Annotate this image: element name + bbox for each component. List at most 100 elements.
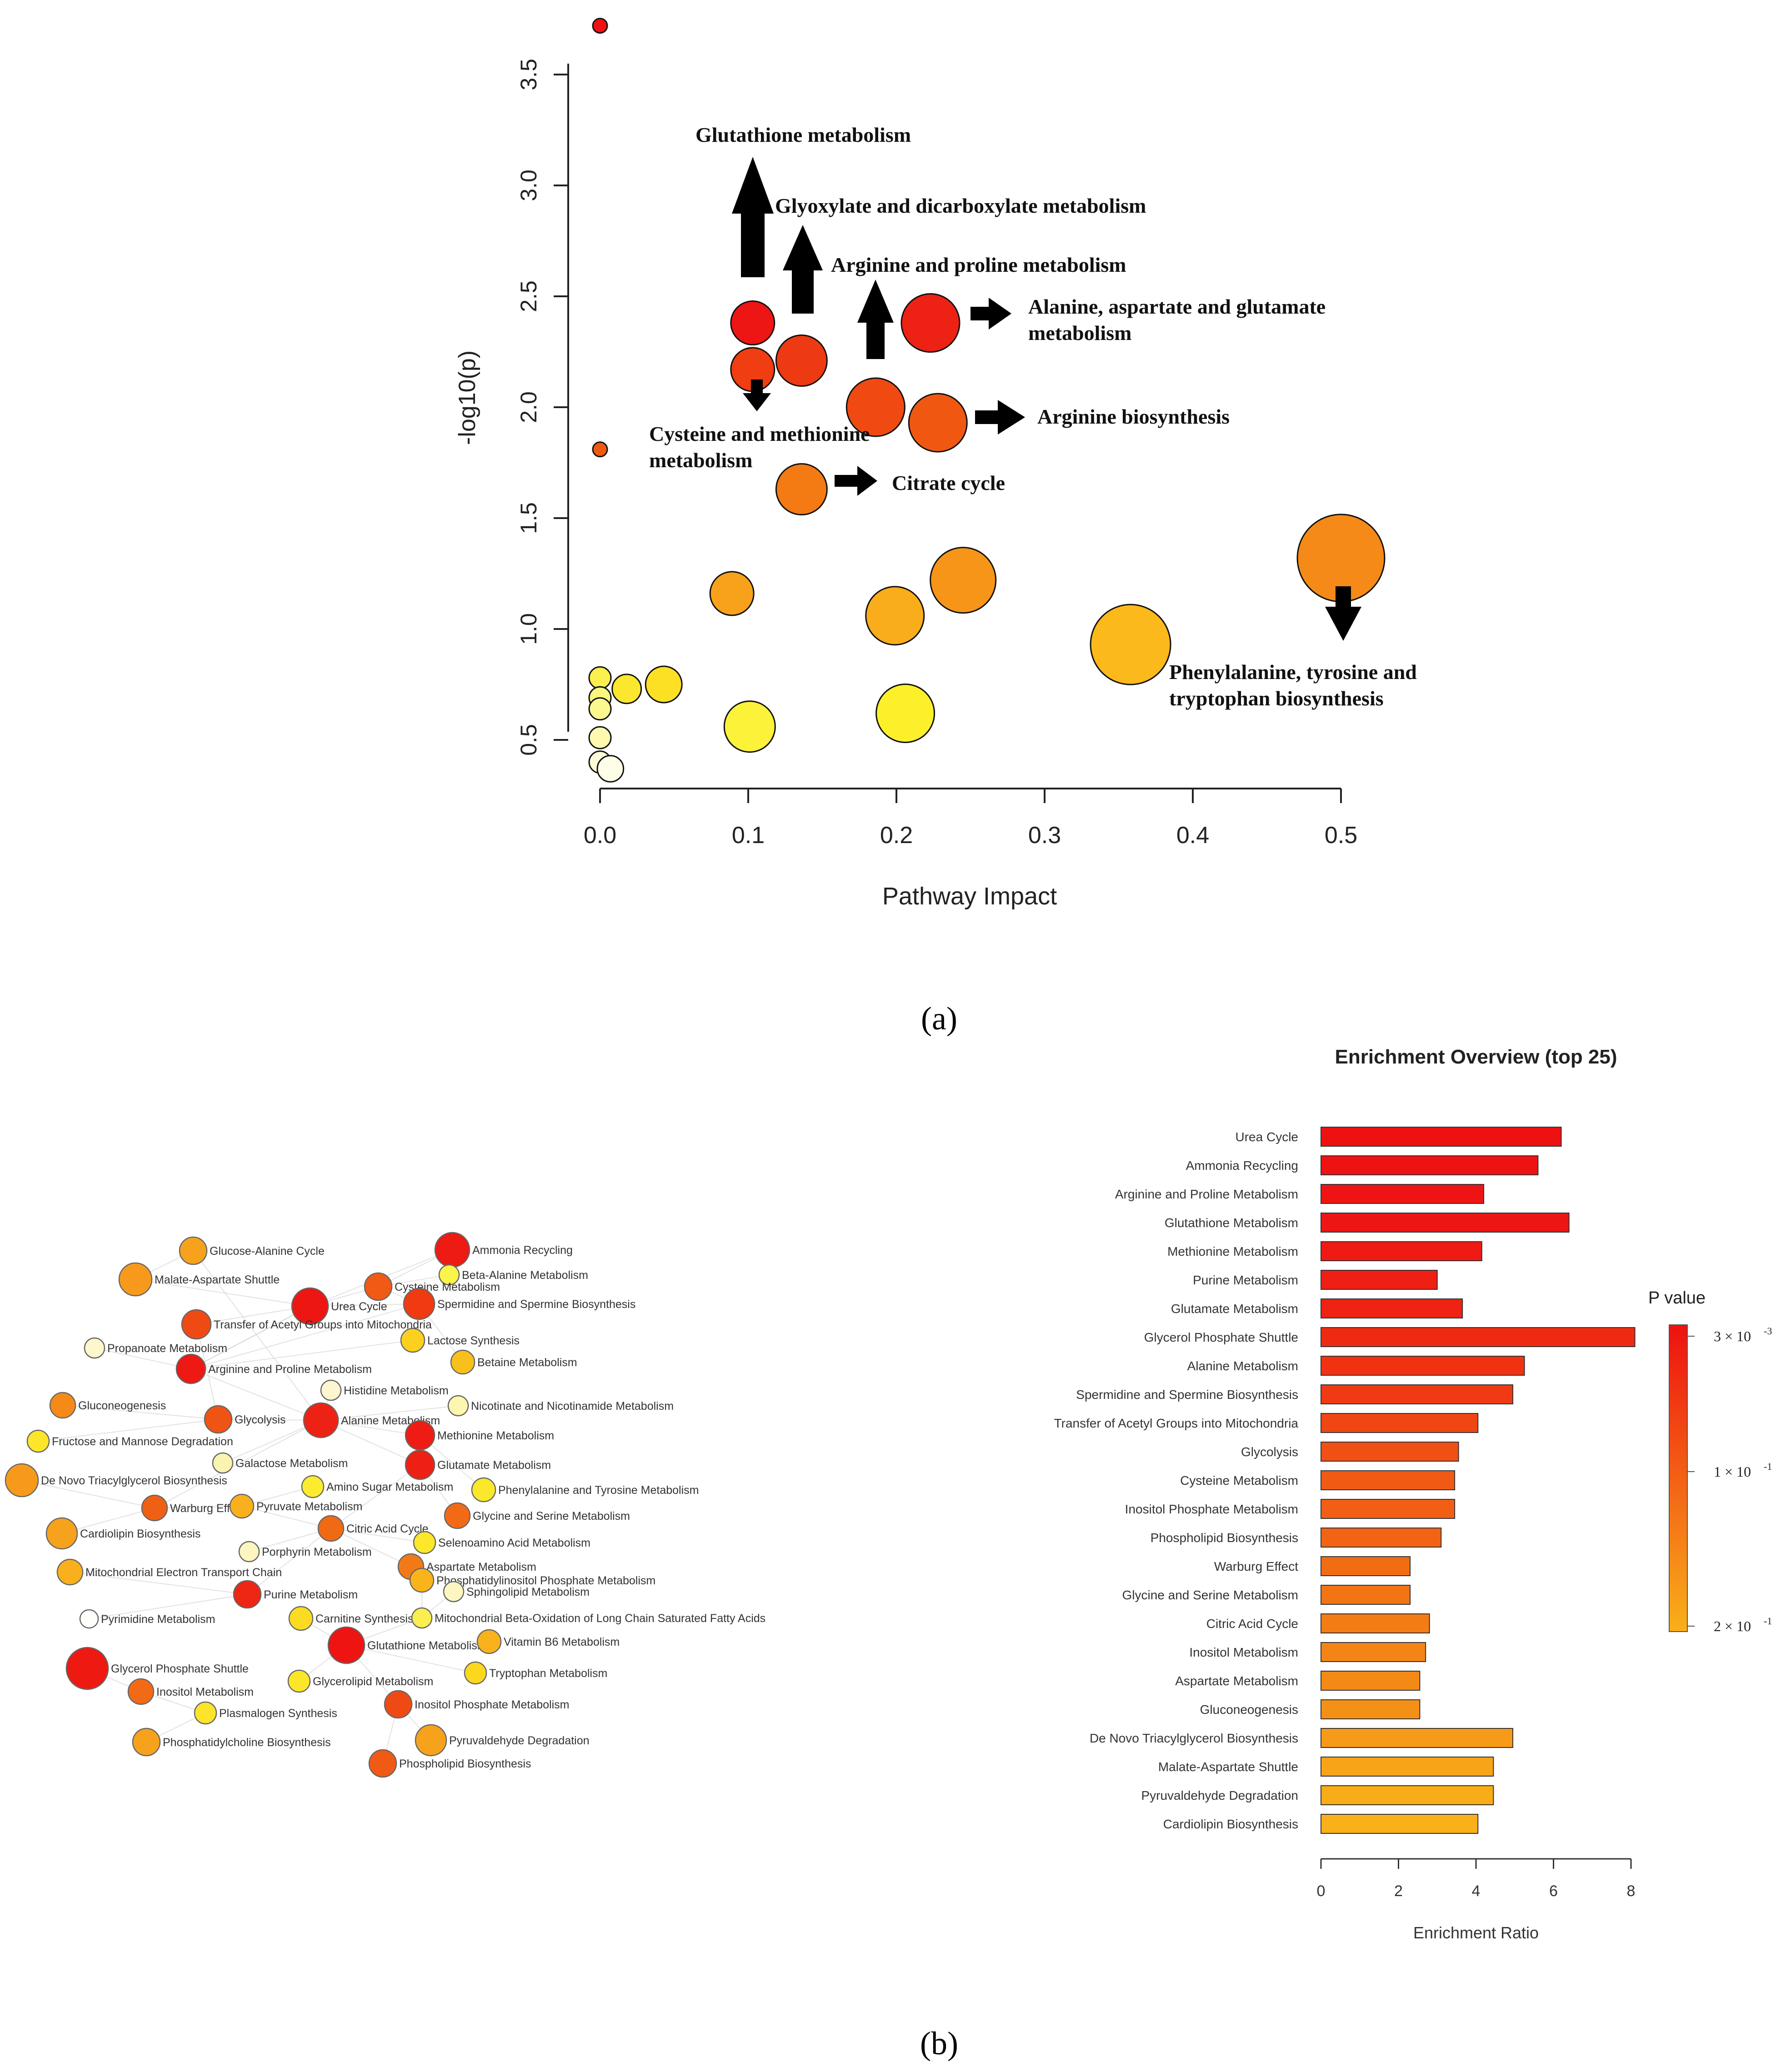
bar-chart-title: Enrichment Overview (top 25) bbox=[1335, 1046, 1617, 1068]
network-node: Carnitine Synthesis bbox=[288, 1606, 413, 1631]
network-node: Methionine Metabolism bbox=[405, 1420, 554, 1451]
pathway-annotations: Glutathione metabolism Glyoxylate and dic… bbox=[649, 123, 1417, 710]
network-node: Beta-Alanine Metabolism bbox=[438, 1264, 588, 1286]
network-edge bbox=[330, 1464, 420, 1529]
bar-category-label: Transfer of Acetyl Groups into Mitochond… bbox=[1054, 1416, 1299, 1430]
network-node: Galactose Metabolism bbox=[212, 1452, 348, 1474]
bar-category-label: Inositol Metabolism bbox=[1189, 1645, 1298, 1659]
network-node-label: Glucose-Alanine Cycle bbox=[210, 1245, 325, 1258]
axes-a bbox=[567, 64, 1341, 789]
network-node: Fructose and Mannose Degradation bbox=[26, 1429, 233, 1453]
arrow-right-alanine bbox=[971, 298, 1011, 330]
panel-b-network: Glucose-Alanine Cycle Ammonia Recycling Be… bbox=[5, 1232, 765, 1778]
network-node: Pyrimidine Metabolism bbox=[79, 1609, 215, 1629]
network-node-label: Beta-Alanine Metabolism bbox=[462, 1269, 588, 1282]
bars bbox=[1321, 1127, 1636, 1834]
network-edge bbox=[247, 1528, 331, 1595]
bar bbox=[1321, 1442, 1459, 1462]
network-node-circle bbox=[411, 1607, 433, 1629]
bar-x-tick-label: 4 bbox=[1472, 1882, 1481, 1900]
network-node-circle bbox=[303, 1402, 339, 1438]
network-edge bbox=[190, 1303, 420, 1369]
y-tick-label: 0.5 bbox=[516, 724, 541, 756]
scatter-point bbox=[588, 726, 612, 749]
arrow-up-glutathione bbox=[732, 157, 774, 277]
scatter-point bbox=[730, 300, 775, 346]
network-node-label: Histidine Metabolism bbox=[344, 1384, 449, 1397]
legend-tick-exponent: -3 bbox=[1764, 1325, 1772, 1337]
scatter-point bbox=[588, 697, 612, 721]
arrow-up-arginine-proline bbox=[857, 280, 894, 359]
network-node-label: Porphyrin Metabolism bbox=[262, 1546, 372, 1558]
network-node: Vitamin B6 Metabolism bbox=[476, 1629, 620, 1654]
network-edge bbox=[21, 1480, 155, 1508]
bar-category-label: Arginine and Proline Metabolism bbox=[1115, 1187, 1298, 1201]
network-node-label: Glutathione Metabolism bbox=[367, 1639, 487, 1652]
network-node-circle bbox=[132, 1727, 161, 1757]
network-node: Selenoamino Acid Metabolism bbox=[413, 1531, 590, 1554]
network-node-label: Inositol Phosphate Metabolism bbox=[415, 1698, 569, 1711]
panel-a-label: (a) bbox=[921, 1000, 957, 1037]
bar-category-label: Alanine Metabolism bbox=[1187, 1359, 1298, 1373]
bar-category-label: Pyruvaldehyde Degradation bbox=[1141, 1788, 1298, 1802]
scatter-point bbox=[875, 683, 936, 743]
network-node: Plasmalogen Synthesis bbox=[194, 1701, 337, 1725]
network-node-circle bbox=[127, 1678, 155, 1705]
network-edge bbox=[320, 1420, 420, 1465]
scatter-point bbox=[930, 547, 997, 614]
scatter-point bbox=[775, 463, 828, 516]
x-tick-label: 0.1 bbox=[732, 822, 765, 849]
network-node-label: Purine Metabolism bbox=[264, 1588, 358, 1601]
network-node: Histidine Metabolism bbox=[320, 1379, 449, 1401]
legend-ticks: 3 × 10 -3 1 × 10 -1 2 × 10 -1 bbox=[1687, 1325, 1772, 1634]
bar bbox=[1321, 1671, 1421, 1691]
network-node-circle bbox=[364, 1272, 393, 1301]
bar-category-label: Gluconeogenesis bbox=[1200, 1703, 1298, 1717]
network-node-circle bbox=[287, 1669, 311, 1693]
network-edge bbox=[62, 1405, 219, 1420]
bar bbox=[1321, 1728, 1513, 1748]
scatter-point bbox=[845, 377, 906, 437]
network-node: Urea Cycle bbox=[291, 1287, 387, 1325]
scatter-point bbox=[1090, 604, 1171, 685]
network-node: Glycerolipid Metabolism bbox=[287, 1669, 433, 1693]
bar bbox=[1321, 1413, 1479, 1433]
bar-category-label: Methionine Metabolism bbox=[1167, 1244, 1298, 1258]
network-node-label: Aspartate Metabolism bbox=[426, 1561, 536, 1573]
panel-a-scatter: 0.5 1.0 1.5 2.0 2.5 3.0 3.5 0.0 0.1 0.2 0.3 0.4 0.5… bbox=[454, 18, 1417, 1037]
network-node: Glycine and Serine Metabolism bbox=[444, 1502, 630, 1529]
legend-tick-label: 2 × 10 bbox=[1714, 1618, 1751, 1634]
network-node-label: Phospholipid Biosynthesis bbox=[399, 1757, 531, 1770]
network-nodes: Glucose-Alanine Cycle Ammonia Recycling Be… bbox=[5, 1232, 765, 1778]
network-edge bbox=[346, 1641, 490, 1646]
panel-b-bar-chart: Enrichment Overview (top 25) Urea Cycle A… bbox=[1054, 1046, 1772, 1942]
network-node: Amino Sugar Metabolism bbox=[301, 1475, 453, 1498]
network-node-label: Amino Sugar Metabolism bbox=[326, 1481, 453, 1493]
network-node: Arginine and Proline Metabolism bbox=[175, 1353, 372, 1384]
legend-tick-label: 1 × 10 bbox=[1714, 1463, 1751, 1480]
bar bbox=[1321, 1499, 1456, 1519]
network-node-circle bbox=[175, 1353, 206, 1384]
bar-category-label: Glutamate Metabolism bbox=[1171, 1302, 1298, 1316]
network-node: Malate-Aspartate Shuttle bbox=[118, 1262, 280, 1297]
scatter-point bbox=[596, 755, 625, 783]
bar bbox=[1321, 1699, 1421, 1719]
network-node-label: Gluconeogenesis bbox=[78, 1399, 166, 1412]
network-node-label: Betaine Metabolism bbox=[477, 1356, 577, 1369]
legend-tick-exponent: -1 bbox=[1764, 1615, 1772, 1627]
pathway-annotation: Arginine and proline metabolism bbox=[831, 253, 1126, 276]
network-node-circle bbox=[476, 1629, 502, 1654]
bar bbox=[1321, 1613, 1430, 1633]
network-node-label: Phosphatidylinositol Phosphate Metabolis… bbox=[436, 1574, 655, 1587]
network-node: Glycerol Phosphate Shuttle bbox=[65, 1647, 249, 1690]
network-node-circle bbox=[291, 1287, 329, 1325]
bar-x-tick-label: 6 bbox=[1549, 1882, 1558, 1900]
bar bbox=[1321, 1270, 1438, 1290]
network-node-circle bbox=[400, 1328, 425, 1353]
network-node: De Novo Triacylglycerol Biosynthesis bbox=[5, 1463, 227, 1498]
network-node: Inositol Phosphate Metabolism bbox=[384, 1690, 569, 1719]
network-node-label: Urea Cycle bbox=[331, 1300, 387, 1313]
arrow-down-cysteine bbox=[743, 379, 771, 411]
network-node: Gluconeogenesis bbox=[49, 1392, 166, 1419]
bar-x-tick-label: 0 bbox=[1317, 1882, 1326, 1900]
